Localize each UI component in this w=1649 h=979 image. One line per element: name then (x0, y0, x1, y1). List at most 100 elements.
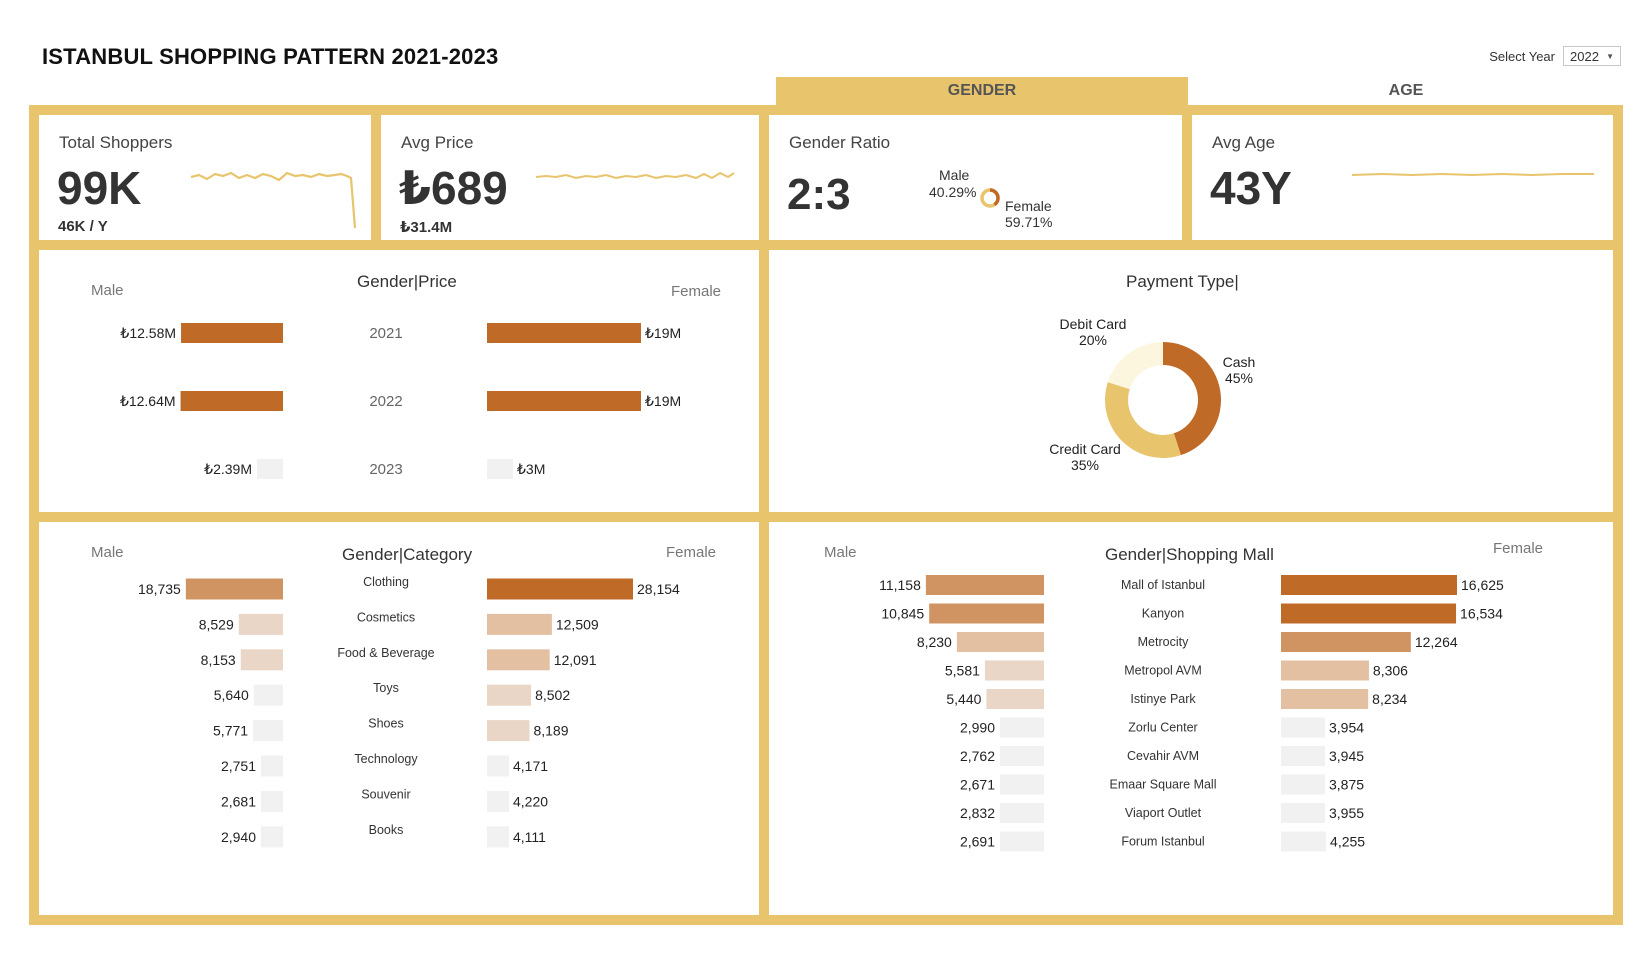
category-label: Technology (354, 752, 418, 766)
kpi-label: Total Shoppers (59, 133, 173, 152)
category-label: Toys (373, 681, 399, 695)
male-bar (984, 660, 1044, 681)
male-value-label: 5,581 (945, 663, 980, 679)
female-bar (1281, 575, 1457, 595)
female-bar (1281, 603, 1457, 624)
male-bar (1000, 774, 1044, 795)
female-bar (487, 459, 513, 479)
male-value-label: 8,230 (917, 634, 952, 650)
female-value-label: ₺3M (517, 461, 545, 477)
category-label: Clothing (363, 575, 409, 589)
kpi-sub: ₺31.4M (400, 219, 453, 236)
female-bar (487, 649, 550, 671)
female-bar (487, 578, 633, 600)
male-axis-label: Male (824, 544, 857, 561)
female-value-label: 3,875 (1329, 777, 1364, 793)
male-bar (261, 755, 283, 777)
female-value-label: 16,625 (1461, 577, 1504, 593)
category-label: Viaport Outlet (1125, 806, 1202, 820)
category-label: 2022 (369, 393, 402, 410)
price-sparkline (536, 171, 735, 180)
male-bar (1000, 746, 1044, 766)
male-bar (185, 578, 283, 600)
female-value-label: 8,189 (533, 723, 568, 739)
female-axis-label: Female (1493, 540, 1544, 557)
kpi-label: Gender Ratio (789, 133, 891, 152)
category-label: Mall of Istanbul (1121, 578, 1205, 592)
male-bar (240, 649, 283, 671)
male-bar (261, 826, 283, 848)
gender-ratio-donut (980, 188, 1000, 208)
age-sparkline (1352, 172, 1594, 177)
gender-category-panel: Male Gender|Category Female 18,735 28,154… (39, 522, 759, 915)
kpi-avg-age: Avg Age 43Y (1192, 115, 1613, 240)
category-label: Emaar Square Mall (1110, 778, 1217, 792)
tab-gender[interactable]: GENDER (776, 77, 1188, 105)
kpi-gender-ratio: Gender Ratio 2:3 Male 40.29% Female 59.7… (769, 115, 1182, 240)
female-value-label: 8,234 (1372, 691, 1407, 707)
female-bar (487, 826, 509, 848)
tab-age[interactable]: AGE (1200, 77, 1612, 105)
female-bar (487, 755, 509, 777)
male-value-label: 2,671 (960, 777, 995, 793)
female-value-label: 4,255 (1330, 834, 1365, 850)
year-dropdown[interactable]: 2022 ▼ (1563, 46, 1621, 66)
male-value-label: ₺12.58M (120, 325, 176, 341)
category-label: Istinye Park (1130, 692, 1196, 706)
male-bar (238, 613, 283, 635)
female-value-label: 4,111 (513, 829, 546, 845)
male-value-label: 2,832 (960, 805, 995, 821)
male-pct: 40.29% (929, 184, 977, 200)
male-bar (956, 632, 1044, 652)
payment-slice (1163, 342, 1221, 456)
female-value-label: 8,502 (535, 687, 570, 703)
kpi-value: 43Y (1210, 162, 1292, 214)
dashboard-frame: Total Shoppers 99K 46K / Y Avg Price ₺68… (29, 105, 1623, 925)
slice-percent: 20% (1079, 332, 1107, 348)
male-bar (181, 323, 283, 343)
gender-category-chart: 18,735 28,154 Clothing 8,529 12,509 Cosmetics… (138, 575, 680, 848)
male-value-label: 2,940 (221, 829, 256, 845)
category-label: Shoes (368, 717, 403, 731)
male-value-label: 2,751 (221, 758, 256, 774)
male-label: Male (939, 167, 970, 183)
gender-price-panel: Male Gender|Price Female ₺12.58M ₺19M 2021… (39, 250, 759, 512)
female-value-label: 4,171 (513, 758, 548, 774)
chevron-down-icon: ▼ (1606, 51, 1614, 61)
kpi-value: 2:3 (787, 170, 851, 219)
female-value-label: ₺19M (645, 393, 681, 409)
male-axis-label: Male (91, 544, 124, 561)
male-bar (261, 790, 283, 812)
chart-title: Gender|Shopping Mall (1105, 545, 1274, 564)
kpi-value: ₺689 (399, 162, 508, 214)
male-bar (1000, 803, 1044, 823)
kpi-label: Avg Price (401, 133, 474, 152)
chart-title: Gender|Price (357, 272, 457, 291)
year-filter-label: Select Year (1489, 48, 1555, 64)
dashboard-title: ISTANBUL SHOPPING PATTERN 2021-2023 (42, 44, 499, 69)
female-pct: 59.71% (1005, 214, 1053, 230)
payment-slice (1105, 382, 1181, 458)
female-value-label: 3,954 (1329, 720, 1364, 736)
female-label: Female (1005, 198, 1052, 214)
slice-label: Cash (1223, 354, 1256, 370)
category-label: Kanyon (1142, 607, 1184, 621)
female-value-label: 12,091 (554, 652, 597, 668)
female-bar (1281, 717, 1325, 738)
male-bar (986, 689, 1044, 709)
male-value-label: 5,640 (214, 687, 249, 703)
female-bar (487, 790, 509, 812)
male-value-label: ₺2.39M (204, 461, 252, 477)
kpi-total-shoppers: Total Shoppers 99K 46K / Y (39, 115, 371, 240)
category-label: Zorlu Center (1128, 721, 1197, 735)
female-bar (1281, 632, 1411, 652)
female-value-label: 12,509 (556, 616, 599, 632)
female-axis-label: Female (666, 544, 717, 561)
category-label: 2021 (369, 325, 402, 342)
male-bar (180, 391, 283, 411)
category-label: Souvenir (361, 787, 410, 801)
female-bar (487, 391, 641, 411)
female-bar (487, 684, 532, 706)
female-value-label: ₺19M (645, 325, 681, 341)
